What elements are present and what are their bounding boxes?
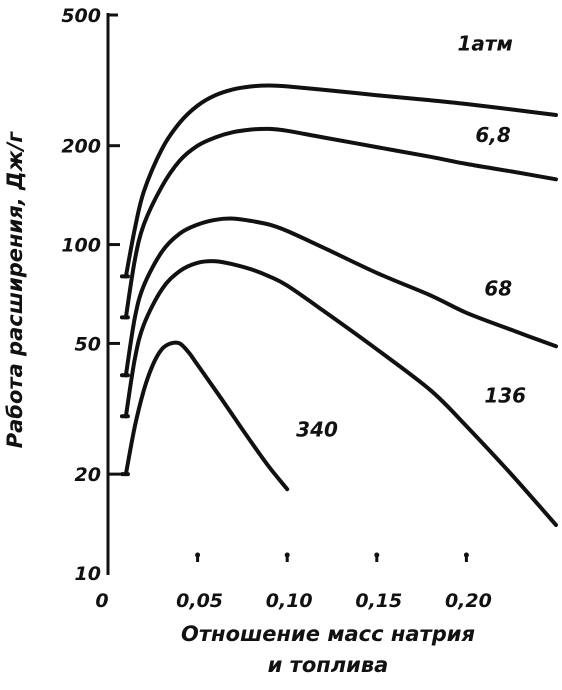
x-tick-label: 0,10: [266, 590, 313, 612]
y-tick-label: 20: [75, 464, 101, 486]
x-tick-dot: [195, 552, 201, 558]
axes: [106, 13, 118, 575]
x-tick-label: 0,15: [355, 590, 402, 612]
series-label-0: 1атм: [457, 31, 512, 55]
series-label-2: 68: [484, 276, 512, 300]
series-label-4: 340: [296, 418, 338, 442]
x-axis-label-line-1: Отношение масс натрия: [181, 622, 475, 646]
y-tick-label: 200: [61, 136, 101, 158]
curves: [119, 83, 558, 527]
series-line-0: [123, 83, 558, 279]
y-tick-label: 500: [61, 5, 101, 27]
y-tick-label: 10: [75, 563, 101, 585]
x-tick-dot: [284, 552, 290, 558]
x-tick-dot: [374, 552, 380, 558]
series-labels: 1атм 6,8 68 136 340: [296, 31, 526, 441]
y-tick-label: 100: [61, 235, 101, 257]
series-label-1: 6,8: [475, 123, 511, 147]
series-line-1: [123, 126, 558, 320]
x-tick-label: 0,20: [445, 590, 492, 612]
series-line-3: [123, 259, 558, 527]
x-axis-label-line-2: и топлива: [268, 653, 389, 677]
x-tick-label: 0,05: [176, 590, 223, 612]
x-tick-dot: [463, 552, 469, 558]
y-axis-label: Работа расширения, Дж/г: [3, 131, 27, 449]
y-tick-label: 50: [75, 333, 101, 355]
x-tick-label: 0: [95, 590, 108, 612]
series-line-2: [123, 216, 558, 378]
series-line-4: [123, 340, 290, 492]
ticks: 10 20 50 100 200 500 0 0,05 0,10 0,15 0,20: [61, 5, 492, 612]
series-label-3: 136: [484, 384, 526, 408]
